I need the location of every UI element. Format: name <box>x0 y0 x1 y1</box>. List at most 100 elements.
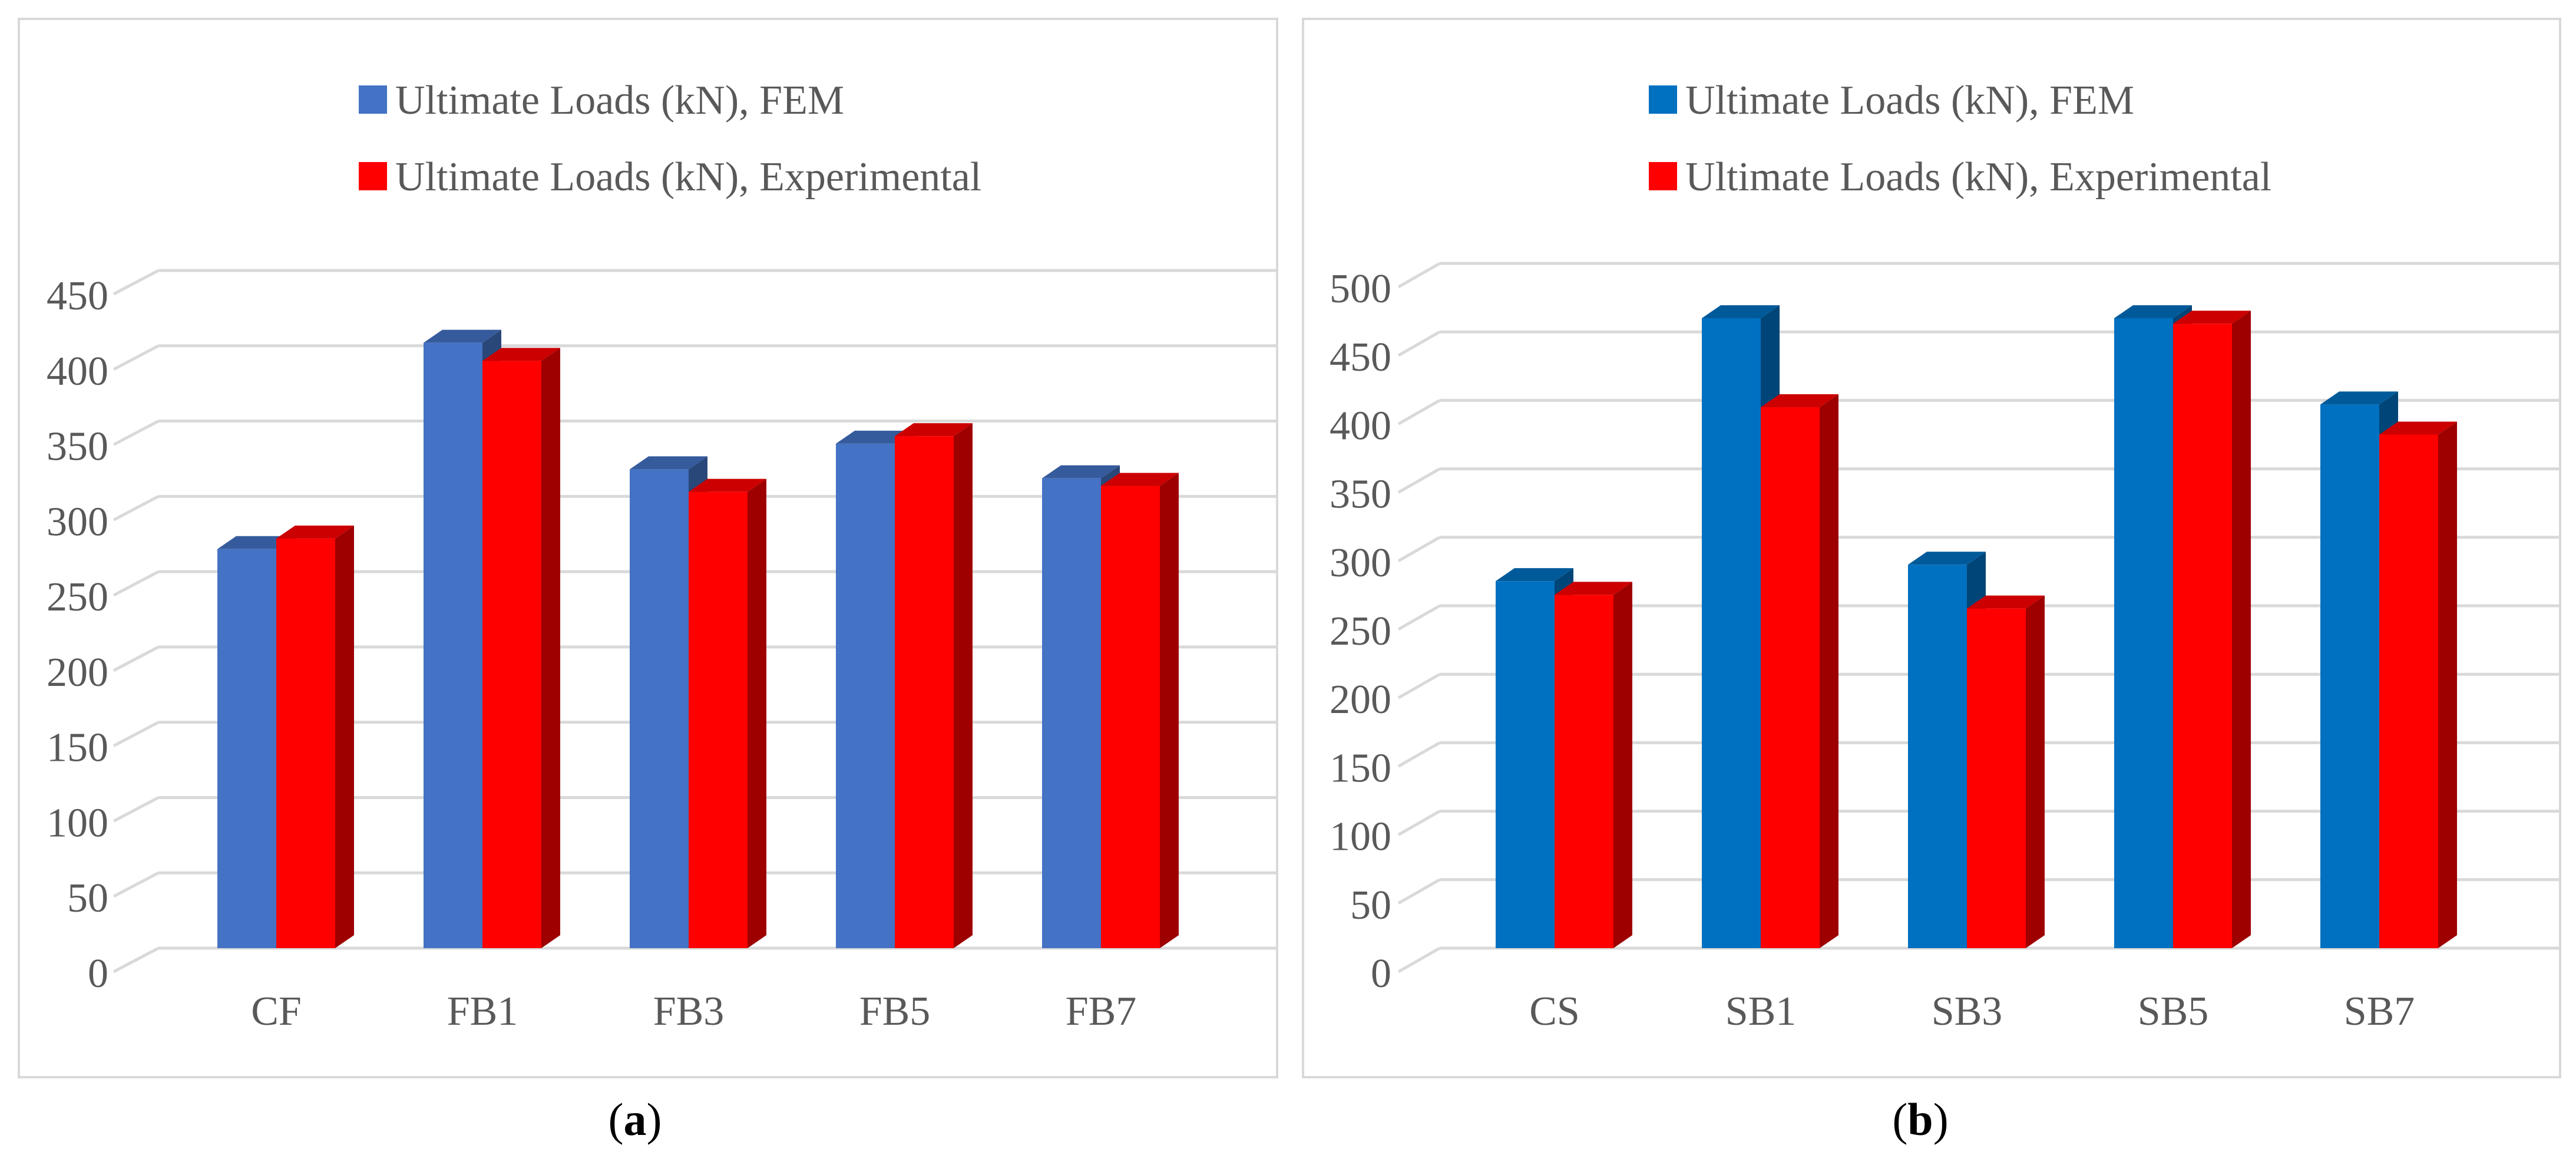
bar-side-a-3-1 <box>954 423 973 948</box>
bar-side-a-4-1 <box>1160 473 1179 948</box>
bar-side-b-4-1 <box>2438 421 2457 948</box>
gridline-depth-b-6 <box>1397 536 1441 562</box>
gridline-depth-b-10 <box>1397 262 1441 289</box>
bar-top-b-2-1 <box>1967 595 2045 609</box>
gridline-depth-b-0 <box>1397 946 1441 973</box>
chart-a-svg: 0 50 100 150 200 250 300 350 400 450 CF FB1 FB3 FB5 FB… <box>47 78 1276 1034</box>
bar-top-a-0-1 <box>276 525 354 539</box>
y-tick-label-b-1: 50 <box>1350 883 1391 928</box>
gridline-depth-a-3 <box>113 721 160 747</box>
bar-a-FB1-0 <box>424 342 482 948</box>
gridline-depth-b-7 <box>1397 467 1441 494</box>
bar-top-b-1-1 <box>1761 394 1838 408</box>
bar-b-SB7-0 <box>2320 404 2379 948</box>
x-category-label-a-1: FB1 <box>447 989 518 1034</box>
gridline-depth-a-1 <box>113 872 160 898</box>
legend-swatch-b-0 <box>1649 85 1677 114</box>
bar-top-a-2-0 <box>630 456 707 470</box>
bar-b-SB7-1 <box>2379 434 2438 948</box>
y-tick-label-b-10: 500 <box>1330 266 1391 312</box>
bar-side-b-0-1 <box>1613 582 1632 948</box>
y-tick-label-b-2: 100 <box>1330 814 1391 860</box>
y-tick-label-a-2: 100 <box>47 800 108 846</box>
bar-top-a-1-0 <box>424 329 501 343</box>
y-tick-label-b-8: 400 <box>1330 403 1391 448</box>
x-category-label-a-3: FB5 <box>859 989 931 1034</box>
bar-a-FB7-1 <box>1101 486 1160 948</box>
y-tick-label-a-6: 300 <box>47 499 108 544</box>
x-category-label-b-1: SB1 <box>1725 989 1797 1034</box>
bar-side-a-0-1 <box>335 525 354 948</box>
y-tick-label-b-3: 150 <box>1330 745 1391 791</box>
y-tick-label-b-5: 250 <box>1330 609 1391 654</box>
gridline-depth-a-7 <box>113 420 160 446</box>
bar-side-b-3-1 <box>2232 311 2251 948</box>
chart-panel-b: 0 50 100 150 200 250 300 350 400 450 500 CS SB1 SB3 SB… <box>1302 18 2561 1078</box>
bar-a-FB5-0 <box>836 443 895 948</box>
bar-a-FB3-1 <box>689 491 748 948</box>
x-category-label-b-0: CS <box>1529 989 1580 1034</box>
x-category-label-b-2: SB3 <box>1932 989 2003 1034</box>
gridline-depth-b-8 <box>1397 399 1441 425</box>
gridline-depth-a-2 <box>113 796 160 823</box>
y-tick-label-a-3: 150 <box>47 725 108 771</box>
caption-a: (a) <box>608 1094 662 1145</box>
bar-b-SB1-0 <box>1702 318 1761 948</box>
gridline-depth-a-0 <box>113 946 160 973</box>
gridline-depth-a-5 <box>113 570 160 597</box>
legend-label-a-1: Ultimate Loads (kN), Experimental <box>395 154 981 200</box>
legend-swatch-b-1 <box>1649 162 1677 190</box>
bar-top-b-0-1 <box>1555 582 1632 595</box>
gridline-depth-b-3 <box>1397 741 1441 768</box>
legend-label-b-0: Ultimate Loads (kN), FEM <box>1685 78 2134 123</box>
bar-top-b-3-0 <box>2114 305 2192 318</box>
y-tick-label-a-0: 0 <box>88 951 108 996</box>
gridline-depth-b-9 <box>1397 331 1441 357</box>
bar-b-CS-1 <box>1555 595 1613 948</box>
bar-b-SB5-1 <box>2173 324 2232 948</box>
bar-top-b-4-0 <box>2320 391 2398 405</box>
y-tick-label-b-6: 300 <box>1330 540 1391 586</box>
bar-side-a-1-1 <box>541 348 560 948</box>
bar-b-SB3-0 <box>1908 565 1967 948</box>
y-tick-label-b-0: 0 <box>1371 951 1391 996</box>
bar-top-a-3-0 <box>836 430 914 444</box>
bar-top-a-4-1 <box>1101 473 1179 486</box>
gridline-depth-a-6 <box>113 495 160 522</box>
bar-side-b-1-1 <box>1820 394 1838 948</box>
x-category-label-b-3: SB5 <box>2138 989 2209 1034</box>
chart-b-svg: 0 50 100 150 200 250 300 350 400 450 500 CS SB1 SB3 SB… <box>1330 78 2559 1034</box>
bar-b-SB1-1 <box>1761 407 1820 948</box>
bar-top-a-4-0 <box>1042 465 1120 478</box>
x-category-label-a-0: CF <box>251 989 302 1034</box>
bar-top-a-3-1 <box>895 423 973 437</box>
bar-top-b-0-0 <box>1496 568 1573 582</box>
y-tick-label-a-1: 50 <box>67 876 108 921</box>
legend-swatch-a-0 <box>359 85 387 114</box>
chart-panel-a: 0 50 100 150 200 250 300 350 400 450 CF FB1 FB3 FB5 FB… <box>18 18 1278 1078</box>
bar-top-a-2-1 <box>689 478 766 492</box>
gridline-depth-a-9 <box>113 269 160 296</box>
y-tick-label-b-4: 200 <box>1330 677 1391 722</box>
y-tick-label-a-8: 400 <box>47 349 108 394</box>
y-tick-label-b-9: 450 <box>1330 335 1391 380</box>
gridline-depth-b-1 <box>1397 878 1441 905</box>
y-tick-label-a-4: 200 <box>47 650 108 695</box>
y-tick-label-a-7: 350 <box>47 424 108 470</box>
gridline-depth-b-4 <box>1397 673 1441 699</box>
bar-a-CF-0 <box>217 549 276 948</box>
bar-side-a-2-1 <box>748 478 766 948</box>
bar-b-SB3-1 <box>1967 608 2026 948</box>
bar-a-FB1-1 <box>482 361 541 948</box>
bar-a-FB7-0 <box>1042 478 1101 948</box>
legend-label-b-1: Ultimate Loads (kN), Experimental <box>1685 154 2271 200</box>
bar-top-b-1-0 <box>1702 305 1780 318</box>
legend-label-a-0: Ultimate Loads (kN), FEM <box>395 78 844 123</box>
bar-a-FB5-1 <box>895 436 954 948</box>
bar-side-b-2-1 <box>2026 595 2045 948</box>
gridline-depth-a-4 <box>113 645 160 672</box>
y-tick-label-b-7: 350 <box>1330 472 1391 517</box>
x-category-label-b-4: SB7 <box>2344 989 2415 1034</box>
bar-a-CF-1 <box>276 538 335 948</box>
gridline-depth-b-5 <box>1397 604 1441 631</box>
